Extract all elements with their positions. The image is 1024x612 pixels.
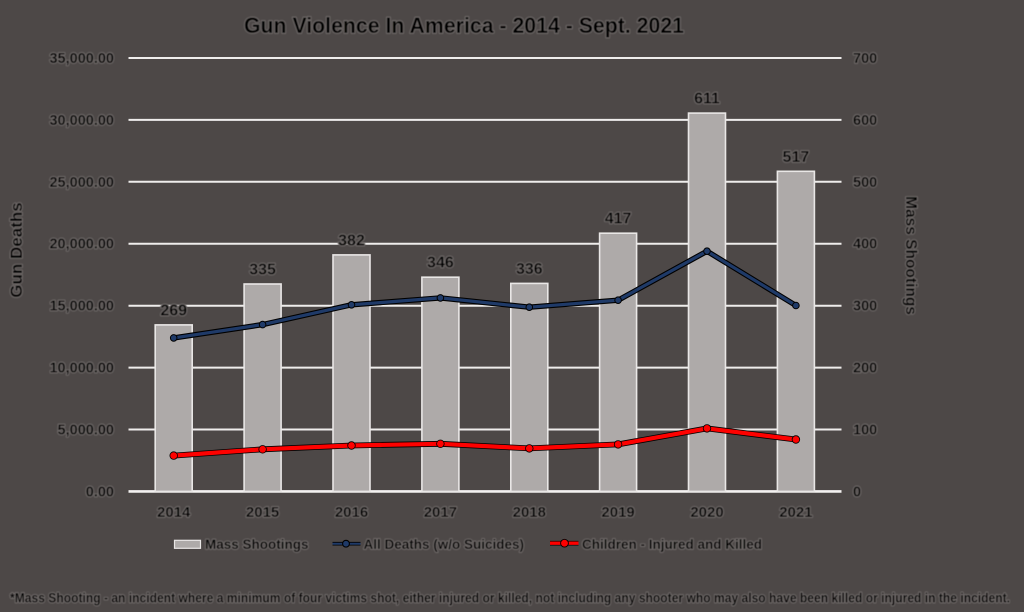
svg-text:346: 346 [427, 255, 454, 272]
svg-text:2018: 2018 [513, 504, 546, 521]
svg-text:30,000.00: 30,000.00 [49, 113, 114, 129]
svg-text:2019: 2019 [601, 504, 634, 521]
svg-text:700: 700 [853, 51, 877, 67]
svg-text:517: 517 [783, 149, 810, 166]
svg-text:2014: 2014 [157, 504, 191, 521]
svg-text:0.00: 0.00 [86, 484, 114, 500]
svg-text:20,000.00: 20,000.00 [49, 237, 114, 253]
svg-text:All Deaths (w/o Suicides): All Deaths (w/o Suicides) [364, 537, 525, 552]
svg-text:Children - Injured and Killed: Children - Injured and Killed [582, 537, 762, 552]
svg-text:2017: 2017 [424, 504, 457, 521]
svg-text:336: 336 [516, 261, 543, 278]
svg-text:400: 400 [853, 237, 877, 253]
svg-text:600: 600 [853, 113, 877, 129]
svg-text:2015: 2015 [246, 504, 279, 521]
svg-text:0: 0 [853, 484, 861, 500]
svg-text:200: 200 [853, 361, 877, 377]
svg-text:2021: 2021 [779, 504, 812, 521]
svg-text:269: 269 [160, 302, 187, 319]
svg-text:35,000.00: 35,000.00 [49, 51, 114, 67]
svg-text:2016: 2016 [335, 504, 368, 521]
svg-text:500: 500 [853, 175, 877, 191]
svg-text:*Mass Shooting - an incident w: *Mass Shooting - an incident where a min… [10, 591, 1010, 606]
svg-text:Mass Shootings: Mass Shootings [205, 537, 309, 552]
svg-text:Gun Deaths: Gun Deaths [7, 202, 26, 297]
svg-text:300: 300 [853, 299, 877, 315]
svg-text:5,000.00: 5,000.00 [58, 423, 114, 439]
svg-text:335: 335 [249, 262, 276, 279]
svg-text:611: 611 [694, 91, 720, 108]
svg-text:382: 382 [338, 232, 365, 249]
svg-text:15,000.00: 15,000.00 [49, 299, 114, 315]
svg-text:25,000.00: 25,000.00 [49, 175, 114, 191]
svg-text:417: 417 [605, 211, 632, 228]
svg-text:Mass Shootings: Mass Shootings [902, 196, 919, 315]
svg-text:100: 100 [853, 423, 877, 439]
svg-text:10,000.00: 10,000.00 [49, 361, 114, 377]
svg-text:2020: 2020 [690, 504, 723, 521]
svg-text:Gun Violence In America - 2014: Gun Violence In America - 2014 - Sept. 2… [244, 13, 684, 38]
